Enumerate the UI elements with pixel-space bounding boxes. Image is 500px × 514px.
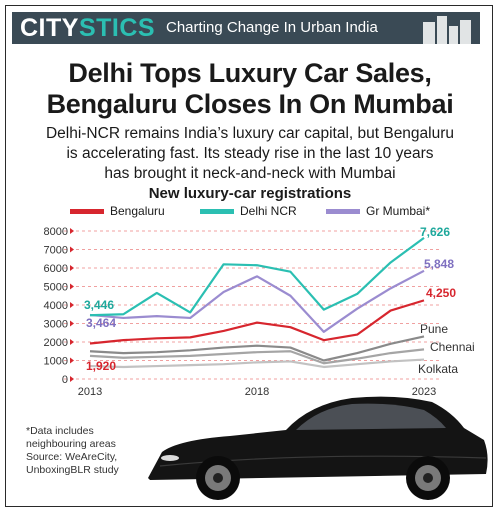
- car-illustration: [148, 396, 488, 500]
- subtitle-line-2: is accelerating fast. Its steady rise in…: [66, 145, 434, 162]
- y-tick-label: 1000: [44, 356, 68, 368]
- legend-swatch: [70, 209, 104, 214]
- footnote-line-3: Source: WeAreCity,: [26, 451, 118, 463]
- data-labels: 1,920 4,250 3,446 7,626 3,464 5,848 Pune Chenna…: [84, 225, 475, 376]
- series-line: [89, 299, 425, 345]
- page-title: Delhi Tops Luxury Car Sales, Bengaluru C…: [0, 58, 500, 120]
- footnote: *Data includes neighbouring areas Source…: [26, 425, 119, 477]
- data-label: 7,626: [420, 225, 450, 239]
- brand-logo: CITYSTICS: [20, 13, 155, 43]
- legend-label: Delhi NCR: [240, 204, 297, 218]
- y-tick-marker: [70, 283, 74, 290]
- y-tick-label: 4000: [44, 300, 68, 312]
- y-tick-label: 8000: [44, 226, 68, 238]
- footnote-line-4: UnboxingBLR study: [26, 464, 119, 476]
- legend-swatch: [200, 209, 234, 214]
- series-line: [89, 335, 425, 362]
- y-tick-label: 0: [62, 374, 68, 386]
- subtitle: Delhi-NCR remains India’s luxury car cap…: [0, 124, 500, 184]
- data-label: 1,920: [86, 359, 116, 373]
- card-frame: [5, 5, 493, 507]
- y-tick-marker: [70, 265, 74, 271]
- y-tick-label: 7000: [44, 245, 68, 257]
- legend-swatch: [326, 209, 360, 214]
- y-tick-marker: [70, 376, 74, 382]
- y-tick-label: 6000: [44, 263, 68, 275]
- series-line: [89, 358, 425, 369]
- series-lines: [89, 237, 425, 369]
- y-tick-marker: [70, 357, 74, 364]
- x-tick-label: 2023: [412, 386, 436, 398]
- series-label: Kolkata: [418, 362, 458, 376]
- series-line: [89, 237, 425, 317]
- legend: Bengaluru Delhi NCR Gr Mumbai*: [70, 204, 430, 218]
- series-line: [89, 348, 425, 365]
- legend-label: Bengaluru: [110, 204, 165, 218]
- chart-title: New luxury-car registrations: [148, 185, 352, 202]
- series-label: Pune: [420, 322, 448, 336]
- y-tick-marker: [70, 228, 74, 234]
- legend-label: Gr Mumbai*: [366, 204, 430, 218]
- subtitle-line-1: Delhi-NCR remains India’s luxury car cap…: [45, 125, 455, 142]
- data-label: 3,464: [86, 316, 116, 330]
- title-line-1: Delhi Tops Luxury Car Sales,: [68, 58, 432, 88]
- footnote-line-2: neighbouring areas: [26, 438, 116, 450]
- data-label: 4,250: [426, 286, 456, 300]
- x-tick-label: 2013: [78, 386, 102, 398]
- data-label: 3,446: [84, 298, 114, 312]
- title-line-2: Bengaluru Closes In On Mumbai: [46, 89, 454, 119]
- y-tick-label: 2000: [44, 337, 68, 349]
- header-banner: [12, 12, 480, 44]
- y-tick-label: 5000: [44, 282, 68, 294]
- y-tick-marker: [70, 339, 74, 345]
- grid: [64, 230, 440, 380]
- footnote-line-1: *Data includes: [26, 425, 94, 437]
- y-tick-marker: [70, 302, 74, 308]
- brand-part-a: CITY: [20, 14, 79, 42]
- data-label: 5,848: [424, 257, 454, 271]
- x-axis: 2013 2018 2023: [78, 386, 436, 398]
- series-line: [89, 269, 425, 333]
- y-tick-marker: [70, 320, 74, 327]
- x-tick-label: 2018: [245, 386, 269, 398]
- subtitle-line-3: has brought it neck-and-neck with Mumbai: [104, 165, 396, 182]
- skyline-icon: [423, 16, 471, 44]
- y-tick-marker: [70, 246, 74, 253]
- y-tick-label: 3000: [44, 319, 68, 331]
- y-axis: 0 1000 2000 3000 4000 5000 6000 7000 8000: [44, 226, 74, 386]
- header-tagline: Charting Change In Urban India: [166, 19, 378, 36]
- brand-part-b: STICS: [78, 14, 156, 42]
- series-label: Chennai: [430, 340, 475, 354]
